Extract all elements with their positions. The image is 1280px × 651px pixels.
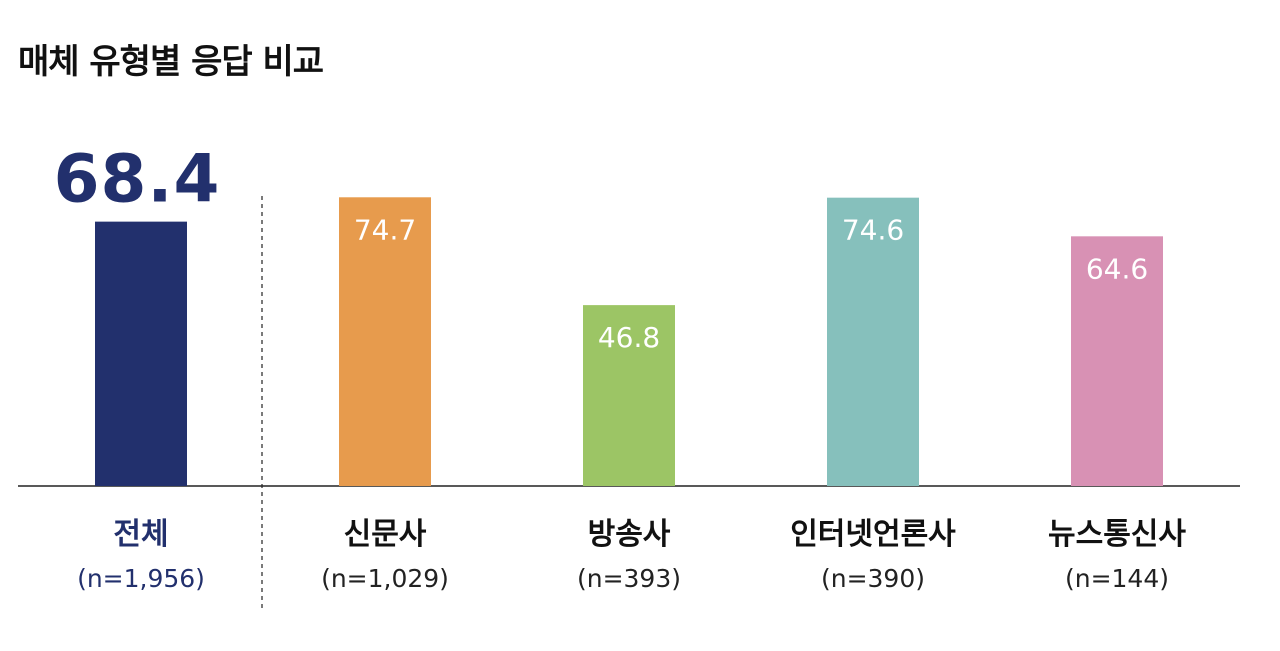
sample-size-label-3: (n=390): [821, 564, 925, 593]
bar-0: [95, 221, 187, 486]
value-label-4: 64.6: [1086, 252, 1148, 285]
value-label-3: 74.6: [842, 214, 904, 247]
sample-size-label-2: (n=393): [577, 564, 681, 593]
category-label-3: 인터넷언론사: [790, 517, 956, 552]
value-label-0: 68.4: [54, 141, 221, 218]
category-label-4: 뉴스통신사: [1048, 517, 1186, 552]
chart-title: 매체 유형별 응답 비교: [18, 42, 324, 82]
sample-size-label-4: (n=144): [1065, 564, 1169, 593]
sample-size-label-1: (n=1,029): [321, 564, 449, 593]
bar-1: [339, 197, 431, 487]
value-label-1: 74.7: [354, 213, 416, 246]
category-label-1: 신문사: [344, 517, 427, 552]
value-label-2: 46.8: [598, 321, 660, 354]
bar-3: [827, 197, 919, 486]
category-label-0: 전체: [113, 517, 168, 552]
category-label-2: 방송사: [588, 517, 671, 552]
sample-size-label-0: (n=1,956): [77, 564, 205, 593]
bar-4: [1071, 236, 1163, 486]
bar-2: [583, 305, 675, 486]
